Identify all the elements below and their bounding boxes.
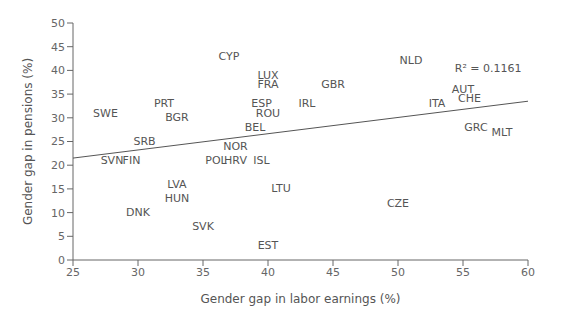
svg-text:FIN: FIN [123, 154, 141, 167]
svg-text:35: 35 [196, 266, 210, 279]
svg-text:25: 25 [66, 266, 80, 279]
svg-text:10: 10 [51, 207, 65, 220]
svg-text:SRB: SRB [133, 135, 155, 148]
svg-text:0: 0 [58, 254, 65, 267]
svg-text:R² = 0.1161: R² = 0.1161 [455, 62, 522, 75]
svg-text:HUN: HUN [165, 192, 190, 205]
svg-text:SVN: SVN [101, 154, 124, 167]
svg-text:20: 20 [51, 159, 65, 172]
svg-text:BEL: BEL [245, 121, 266, 134]
svg-text:POL: POL [205, 154, 227, 167]
svg-text:PRT: PRT [154, 97, 174, 110]
svg-text:EST: EST [258, 239, 279, 252]
svg-text:Gender gap in labor earnings (: Gender gap in labor earnings (%) [200, 292, 400, 306]
svg-text:30: 30 [131, 266, 145, 279]
svg-text:ROU: ROU [256, 107, 280, 120]
svg-text:30: 30 [51, 112, 65, 125]
svg-text:IRL: IRL [298, 97, 316, 110]
svg-text:GBR: GBR [321, 78, 345, 91]
svg-text:CYP: CYP [219, 50, 240, 63]
svg-text:AUT: AUT [451, 82, 475, 96]
svg-text:15: 15 [51, 183, 65, 196]
svg-text:SWE: SWE [93, 107, 118, 120]
svg-text:HRV: HRV [224, 154, 247, 167]
svg-text:40: 40 [51, 64, 65, 77]
svg-text:FRA: FRA [257, 78, 279, 91]
svg-text:50: 50 [391, 266, 405, 279]
svg-text:Gender gap in pensions (%): Gender gap in pensions (%) [21, 58, 35, 225]
svg-text:MLT: MLT [492, 126, 513, 139]
svg-text:ESP: ESP [251, 97, 272, 111]
svg-text:CZE: CZE [387, 197, 409, 210]
svg-text:SVK: SVK [192, 220, 215, 233]
svg-text:ITA: ITA [429, 97, 446, 110]
svg-text:25: 25 [51, 135, 65, 148]
svg-text:50: 50 [51, 17, 65, 30]
svg-text:NLD: NLD [400, 54, 423, 67]
svg-text:35: 35 [51, 88, 65, 101]
svg-text:60: 60 [521, 266, 535, 279]
svg-text:LVA: LVA [167, 178, 187, 191]
svg-text:5: 5 [58, 230, 65, 243]
svg-text:GRC: GRC [464, 121, 488, 134]
svg-text:NOR: NOR [223, 140, 248, 153]
svg-text:40: 40 [261, 266, 275, 279]
svg-text:LUX: LUX [257, 68, 279, 82]
svg-text:BGR: BGR [165, 111, 189, 124]
svg-text:55: 55 [456, 266, 470, 279]
svg-text:LTU: LTU [271, 182, 290, 195]
svg-text:CHE: CHE [458, 92, 481, 105]
svg-text:DNK: DNK [126, 206, 151, 219]
svg-text:ISL: ISL [253, 154, 270, 167]
svg-text:45: 45 [51, 41, 65, 54]
svg-text:45: 45 [326, 266, 340, 279]
